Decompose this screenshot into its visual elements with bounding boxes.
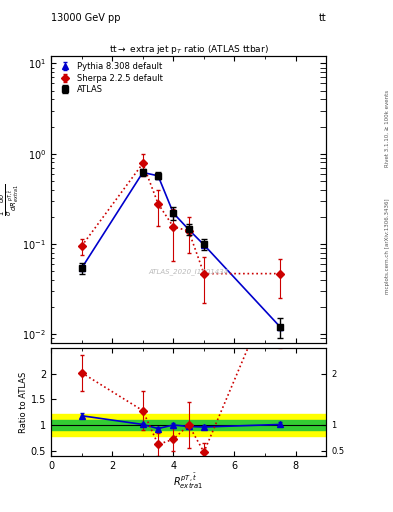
X-axis label: $R^{pT,\bar{t}}_{extra1}$: $R^{pT,\bar{t}}_{extra1}$ <box>173 472 204 491</box>
Text: mcplots.cern.ch [arXiv:1306.3436]: mcplots.cern.ch [arXiv:1306.3436] <box>385 198 389 293</box>
Text: Rivet 3.1.10, ≥ 100k events: Rivet 3.1.10, ≥ 100k events <box>385 90 389 166</box>
Bar <box>51 414 326 436</box>
Title: tt$\rightarrow$ extra jet p$_T$ ratio (ATLAS ttbar): tt$\rightarrow$ extra jet p$_T$ ratio (A… <box>109 43 268 56</box>
Text: tt: tt <box>318 13 326 23</box>
Y-axis label: $\frac{1}{\sigma}\frac{d\sigma}{dR^{pT,\bar{t}}_{extra1}}$: $\frac{1}{\sigma}\frac{d\sigma}{dR^{pT,\… <box>0 183 21 216</box>
Bar <box>51 420 326 430</box>
Y-axis label: Ratio to ATLAS: Ratio to ATLAS <box>19 371 28 433</box>
Text: 13000 GeV pp: 13000 GeV pp <box>51 13 121 23</box>
Text: ATLAS_2020_I1801434: ATLAS_2020_I1801434 <box>149 268 229 275</box>
Legend: Pythia 8.308 default, Sherpa 2.2.5 default, ATLAS: Pythia 8.308 default, Sherpa 2.2.5 defau… <box>55 60 164 96</box>
